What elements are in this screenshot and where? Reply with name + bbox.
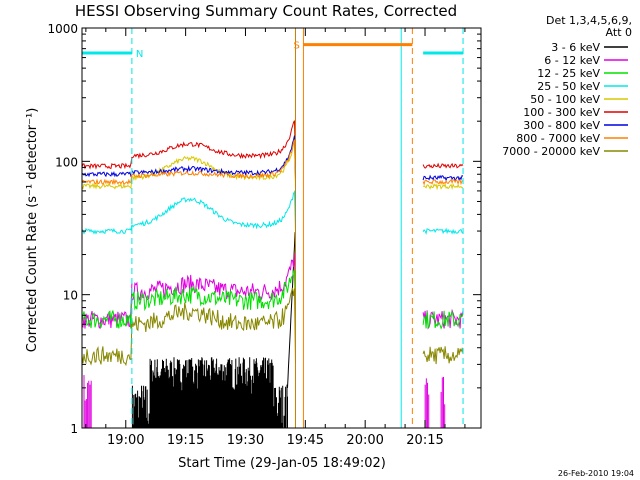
series-100-300-kev xyxy=(82,120,464,170)
series-3-6-kev-spikes xyxy=(131,357,288,428)
legend-label: 300 - 800 keV xyxy=(523,119,600,132)
x-tick-label: 19:00 xyxy=(107,433,144,448)
legend-label: 6 - 12 keV xyxy=(544,54,600,67)
series-line xyxy=(422,178,464,186)
x-tick-label: 19:45 xyxy=(287,433,324,448)
legend-label: 12 - 25 keV xyxy=(537,67,600,80)
series-line xyxy=(422,183,464,191)
x-axis-label: Start Time (29-Jan-05 18:49:02) xyxy=(178,456,386,471)
series-line xyxy=(82,156,133,170)
series-line xyxy=(422,162,464,169)
x-tick-label: 20:15 xyxy=(406,433,443,448)
legend-header-line1: Det 1,3,4,5,6,9, xyxy=(546,14,632,27)
plot-frame xyxy=(81,27,482,429)
series-line xyxy=(82,173,133,186)
x-tick-label: 20:00 xyxy=(346,433,383,448)
legend-header-line2: Att 0 xyxy=(606,26,632,39)
series-line xyxy=(422,174,464,182)
y-tick-label: 100 xyxy=(55,155,78,169)
series-line xyxy=(82,283,133,330)
series-3-6-kev xyxy=(131,232,296,428)
series-line xyxy=(82,171,133,178)
x-tick-label: 19:15 xyxy=(167,433,204,448)
series-line xyxy=(131,270,296,329)
axes: 1 10 100 1000 19:00 19:15 19:30 19:45 20:00 20:15 xyxy=(47,22,482,448)
series-line xyxy=(422,310,464,330)
series-25-50-kev xyxy=(82,189,464,235)
series-line xyxy=(131,135,296,179)
y-axis-label: Corrected Count Rate (s⁻¹ detector⁻¹) xyxy=(25,108,40,353)
legend-label: 25 - 50 keV xyxy=(537,80,600,93)
series-50-100-kev xyxy=(82,139,464,191)
series-line xyxy=(82,294,133,329)
legend-label: 7000 - 20000 keV xyxy=(502,145,600,158)
series-12-25-kev xyxy=(82,270,464,330)
y-tick-label: 1000 xyxy=(47,22,78,36)
flag-label-s: S xyxy=(293,41,299,52)
series-line xyxy=(422,346,464,365)
series-line xyxy=(131,139,296,180)
series-line xyxy=(131,189,296,232)
legend-label: 3 - 6 keV xyxy=(551,41,600,54)
series-line xyxy=(131,139,296,188)
series-line xyxy=(82,320,133,367)
footer-timestamp: 26-Feb-2010 19:04 xyxy=(558,469,634,478)
legend-label: 800 - 7000 keV xyxy=(516,132,600,145)
series-line xyxy=(131,287,296,364)
series-800-7000-kev xyxy=(82,139,464,186)
series-line xyxy=(131,120,296,168)
chart-title: HESSI Observing Summary Count Rates, Cor… xyxy=(75,2,457,20)
x-tick-label: 19:30 xyxy=(227,433,264,448)
series-line xyxy=(131,253,296,316)
legend-label: 50 - 100 keV xyxy=(530,93,600,106)
series-7000-20000-kev xyxy=(82,287,464,367)
y-tick-label: 1 xyxy=(70,422,78,436)
flag-label-n: N xyxy=(136,49,143,60)
plot-area: NS xyxy=(82,28,464,428)
legend-label: 100 - 300 keV xyxy=(523,106,600,119)
y-tick-label: 10 xyxy=(63,289,78,303)
series-line xyxy=(82,178,133,190)
series-line xyxy=(82,224,133,235)
series-line xyxy=(422,227,464,235)
